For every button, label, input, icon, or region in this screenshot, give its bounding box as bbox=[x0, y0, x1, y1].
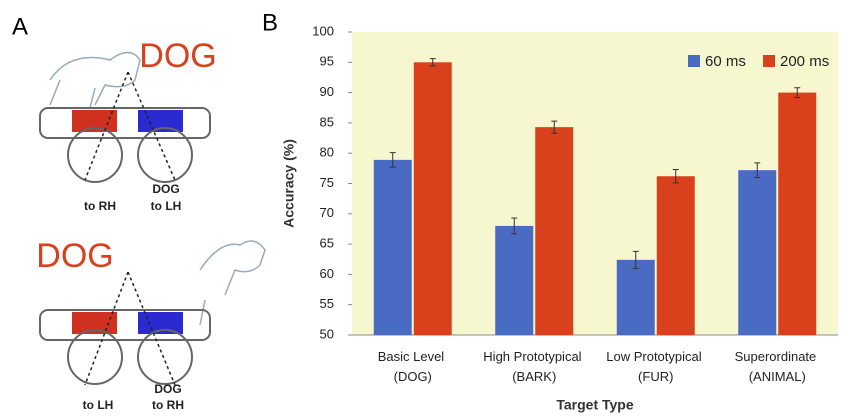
bar bbox=[495, 225, 534, 335]
diagram-label: to LH bbox=[151, 199, 182, 213]
y-tick-label: 75 bbox=[320, 175, 334, 190]
bar bbox=[373, 159, 412, 335]
y-tick-label: 70 bbox=[320, 205, 334, 220]
bar bbox=[413, 62, 452, 336]
legend-label: 200 ms bbox=[780, 53, 829, 70]
diagram bbox=[39, 51, 266, 386]
legend-swatch bbox=[688, 55, 700, 67]
bar bbox=[738, 170, 777, 335]
error-bar bbox=[672, 169, 679, 184]
legend-label: 60 ms bbox=[705, 53, 746, 70]
legend-swatch bbox=[763, 55, 775, 67]
x-tick-label: Low Prototypical (FUR) bbox=[606, 349, 705, 384]
x-axis-title: Target Type bbox=[556, 397, 633, 413]
y-axis-title: Accuracy (%) bbox=[281, 139, 297, 228]
bar-chart: 50 55 60 65 70 75 80 85 90 95 100 Accuracy (%) Targe… bbox=[281, 23, 838, 413]
error-bar bbox=[754, 162, 761, 178]
y-tick-label: 85 bbox=[320, 114, 334, 129]
y-tick-label: 95 bbox=[320, 54, 334, 69]
y-tick-label: 55 bbox=[320, 296, 334, 311]
y-tick-label: 100 bbox=[312, 23, 334, 38]
bar bbox=[656, 176, 695, 335]
diagram-word: DOG bbox=[139, 37, 216, 75]
error-bar bbox=[429, 58, 436, 67]
error-bar bbox=[632, 250, 639, 269]
diagram-label: to LH bbox=[83, 398, 114, 412]
y-tick-label: 60 bbox=[320, 266, 334, 281]
y-tick-label: 80 bbox=[320, 145, 334, 160]
diagram-label: DOG bbox=[154, 382, 181, 396]
error-bar bbox=[551, 120, 558, 134]
x-tick-label: High Prototypical (BARK) bbox=[483, 349, 585, 384]
diagram-word: DOG bbox=[36, 237, 113, 275]
bar bbox=[778, 92, 817, 335]
diagram-label: to RH bbox=[84, 199, 116, 213]
y-tick-label: 50 bbox=[320, 326, 334, 341]
error-bar bbox=[511, 217, 518, 235]
x-tick-label: Basic Level (DOG) bbox=[378, 349, 448, 384]
panel-label: B bbox=[262, 9, 278, 36]
x-tick-label: Superordinate (ANIMAL) bbox=[735, 349, 820, 384]
diagram-label: to RH bbox=[152, 398, 184, 412]
y-tick-label: 65 bbox=[320, 236, 334, 251]
diagram-label: DOG bbox=[152, 182, 179, 196]
error-bar bbox=[794, 87, 801, 98]
bar bbox=[535, 127, 574, 335]
y-tick-label: 90 bbox=[320, 84, 334, 99]
bar bbox=[616, 259, 655, 335]
panel-label: A bbox=[12, 13, 28, 40]
error-bar bbox=[389, 152, 396, 168]
